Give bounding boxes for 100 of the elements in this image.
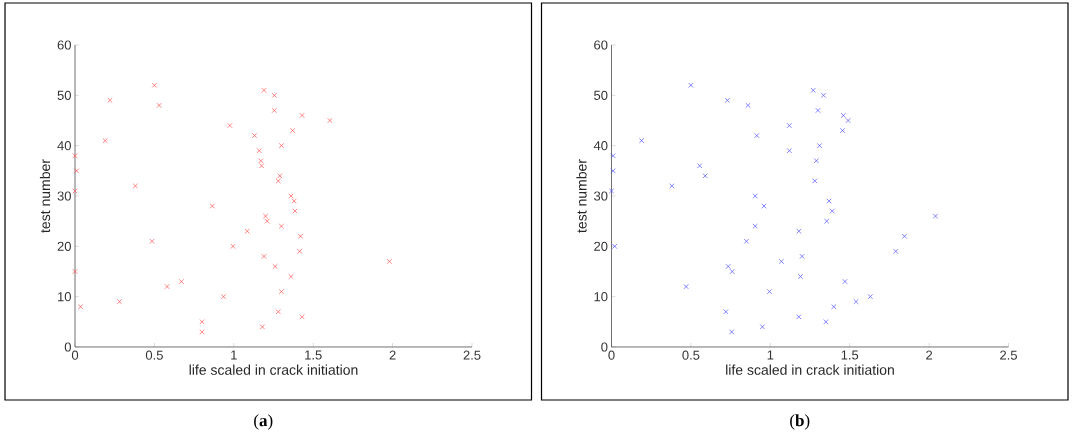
point xyxy=(816,143,823,149)
point xyxy=(262,213,269,219)
point xyxy=(723,309,729,315)
x-tick-label: 0 xyxy=(71,350,79,360)
point xyxy=(810,87,816,93)
point xyxy=(759,324,765,330)
point xyxy=(116,299,123,305)
point xyxy=(702,173,708,179)
point xyxy=(842,278,848,285)
x-tick-label: 1 xyxy=(231,350,237,360)
point xyxy=(278,143,285,149)
point xyxy=(796,228,802,234)
x-tick-label: 0.5 xyxy=(145,350,163,360)
point xyxy=(729,268,735,275)
point xyxy=(745,102,751,108)
point xyxy=(669,183,675,189)
y-axis-title: test number xyxy=(39,159,51,233)
x-tick-label: 2 xyxy=(389,350,396,360)
point xyxy=(199,319,205,325)
y-tick-label: 40 xyxy=(593,141,608,151)
x-tick-label: 2.5 xyxy=(1000,350,1017,360)
point xyxy=(72,268,78,275)
point xyxy=(845,117,851,124)
point xyxy=(853,299,859,305)
point xyxy=(786,148,792,154)
point xyxy=(743,238,750,244)
point xyxy=(610,153,616,159)
point xyxy=(820,92,827,98)
x-tick-label: 2.5 xyxy=(463,350,481,360)
point xyxy=(149,238,155,244)
point xyxy=(164,283,170,290)
point xyxy=(610,168,616,174)
point xyxy=(156,102,162,108)
point xyxy=(683,283,689,290)
point xyxy=(230,243,236,249)
point xyxy=(831,304,837,310)
point xyxy=(107,97,113,103)
point xyxy=(209,203,215,209)
point xyxy=(815,107,821,114)
point xyxy=(275,309,281,315)
point xyxy=(272,263,278,270)
point xyxy=(786,122,792,129)
y-tick-label: 0 xyxy=(64,342,71,352)
point xyxy=(275,178,281,184)
point xyxy=(932,213,939,219)
point xyxy=(612,243,618,249)
point xyxy=(199,329,205,335)
x-tick-label: 2 xyxy=(926,350,933,360)
y-tick-label: 0 xyxy=(601,342,608,352)
point xyxy=(812,178,818,184)
point xyxy=(823,319,829,325)
y-tick-label: 20 xyxy=(57,241,71,251)
point xyxy=(77,304,84,310)
x-tick-label: 0 xyxy=(608,350,615,360)
point xyxy=(258,163,265,169)
point xyxy=(796,314,802,320)
point xyxy=(297,233,304,239)
point xyxy=(761,203,767,209)
point xyxy=(824,218,830,224)
y-axis-title: test number xyxy=(576,159,587,233)
point xyxy=(299,112,305,119)
point xyxy=(261,87,267,93)
point xyxy=(752,193,758,199)
point xyxy=(729,329,735,335)
point xyxy=(292,208,298,214)
point xyxy=(220,294,227,300)
point xyxy=(271,92,277,98)
point xyxy=(72,153,78,159)
point xyxy=(244,228,250,234)
x-tick-label: 1 xyxy=(767,350,774,360)
y-tick-label: 60 xyxy=(57,40,71,50)
point xyxy=(289,127,296,134)
y-tick-label: 60 xyxy=(594,40,608,50)
point xyxy=(151,82,158,88)
point xyxy=(297,248,303,254)
point xyxy=(829,208,835,214)
text: (b) xyxy=(790,414,810,430)
point xyxy=(251,132,258,139)
y-tick-label: 50 xyxy=(594,90,608,100)
point xyxy=(813,158,819,164)
point xyxy=(277,173,283,179)
point xyxy=(288,273,294,280)
y-tick-label: 40 xyxy=(57,141,71,151)
x-tick-label: 1.5 xyxy=(305,350,322,360)
point xyxy=(688,82,694,88)
point xyxy=(278,289,285,295)
point xyxy=(386,258,393,265)
point xyxy=(327,117,333,124)
point xyxy=(278,223,285,229)
y-tick-label: 10 xyxy=(594,292,608,302)
point xyxy=(178,278,185,285)
point xyxy=(259,324,266,330)
point xyxy=(608,188,615,194)
x-tick-label: 1.5 xyxy=(841,350,859,360)
x-tick-label: 0.5 xyxy=(682,350,700,360)
point xyxy=(893,248,899,254)
point xyxy=(766,289,773,295)
point xyxy=(754,132,760,139)
point xyxy=(697,163,703,169)
point xyxy=(799,253,805,259)
